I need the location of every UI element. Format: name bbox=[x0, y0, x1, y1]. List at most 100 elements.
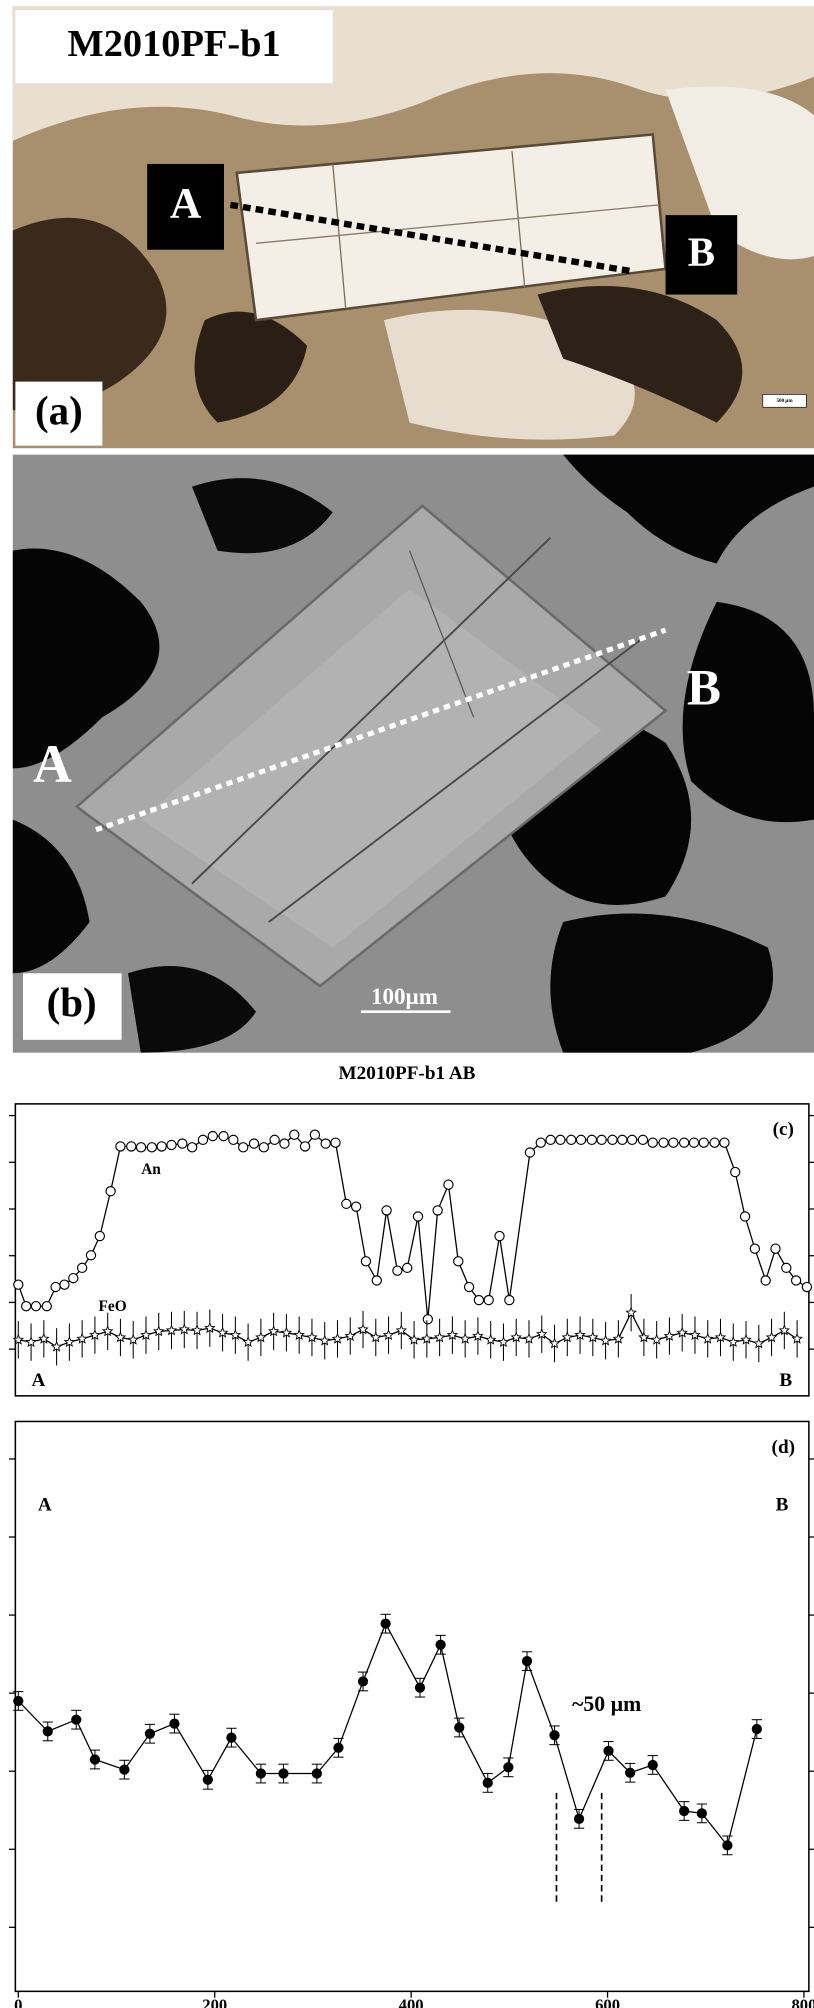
marker bbox=[535, 1137, 546, 1148]
marker bbox=[101, 1325, 114, 1337]
x-tick-label: 400 bbox=[399, 1996, 424, 2008]
marker bbox=[280, 1326, 293, 1338]
marker bbox=[371, 1275, 382, 1286]
marker bbox=[679, 1805, 690, 1817]
marker bbox=[714, 1331, 727, 1343]
marker bbox=[258, 1142, 270, 1153]
marker bbox=[626, 1134, 638, 1146]
marker bbox=[483, 1294, 494, 1306]
marker bbox=[279, 1138, 290, 1149]
marker bbox=[676, 1326, 688, 1338]
marker bbox=[42, 1726, 53, 1737]
marker bbox=[566, 1134, 577, 1146]
marker bbox=[299, 1141, 311, 1152]
marker bbox=[144, 1728, 156, 1739]
marker bbox=[523, 1332, 535, 1344]
marker bbox=[331, 1332, 344, 1344]
marker bbox=[94, 1230, 106, 1242]
marker bbox=[521, 1656, 533, 1667]
marker bbox=[586, 1134, 598, 1146]
marker bbox=[68, 1272, 79, 1284]
marker bbox=[617, 1134, 628, 1146]
marker bbox=[435, 1639, 446, 1650]
marker bbox=[216, 1326, 229, 1338]
marker bbox=[433, 1331, 446, 1343]
marker bbox=[749, 1243, 761, 1254]
marker bbox=[473, 1294, 485, 1306]
marker bbox=[146, 1142, 158, 1153]
marker bbox=[207, 1130, 218, 1142]
x-tick-label: 0 bbox=[14, 1996, 22, 2008]
marker bbox=[197, 1134, 209, 1146]
marker bbox=[115, 1141, 126, 1152]
marker bbox=[13, 1279, 24, 1290]
marker bbox=[71, 1714, 82, 1725]
marker bbox=[226, 1732, 237, 1743]
marker bbox=[698, 1137, 709, 1148]
marker bbox=[318, 1334, 331, 1346]
marker bbox=[289, 1129, 300, 1140]
marker bbox=[770, 1243, 781, 1254]
marker bbox=[536, 1328, 548, 1340]
marker bbox=[392, 1265, 403, 1276]
marker bbox=[650, 1333, 663, 1345]
marker bbox=[603, 1745, 614, 1757]
marker bbox=[668, 1137, 679, 1148]
marker bbox=[459, 1332, 471, 1344]
chart-title: M2010PF-b1 AB bbox=[339, 1063, 476, 1084]
marker bbox=[311, 1768, 322, 1779]
marker bbox=[89, 1329, 101, 1341]
annotation: ~50 µm bbox=[572, 1692, 641, 1716]
marker bbox=[688, 1137, 700, 1148]
x-tick-label: 800 bbox=[792, 1996, 814, 2008]
micrograph-a: M2010PF-b1 A B (a) 500 µm bbox=[12, 6, 814, 449]
marker bbox=[625, 1306, 637, 1318]
series-label: An bbox=[141, 1161, 161, 1178]
marker bbox=[140, 1329, 152, 1341]
marker bbox=[13, 1695, 24, 1707]
marker bbox=[575, 1134, 587, 1146]
micrograph-b: A B (b) 100µm bbox=[12, 454, 814, 1053]
marker bbox=[25, 1336, 37, 1348]
marker bbox=[443, 1179, 454, 1190]
marker bbox=[790, 1275, 802, 1286]
marker bbox=[778, 1324, 791, 1336]
marker bbox=[678, 1137, 690, 1148]
marker bbox=[607, 1134, 618, 1146]
marker bbox=[663, 1330, 676, 1341]
marker bbox=[59, 1279, 70, 1290]
marker bbox=[719, 1137, 730, 1148]
marker bbox=[647, 1137, 658, 1148]
marker bbox=[395, 1324, 408, 1336]
end-label: A bbox=[31, 1370, 45, 1391]
marker bbox=[638, 1331, 650, 1343]
marker bbox=[38, 1332, 50, 1344]
marker bbox=[730, 1166, 741, 1178]
sample-label: M2010PF-b1 bbox=[67, 23, 280, 65]
marker bbox=[344, 1330, 356, 1341]
marker bbox=[267, 1325, 280, 1337]
marker bbox=[228, 1134, 239, 1146]
marker bbox=[30, 1300, 42, 1312]
marker bbox=[446, 1329, 459, 1341]
marker bbox=[41, 1300, 52, 1312]
marker bbox=[421, 1332, 433, 1344]
marker bbox=[333, 1742, 344, 1753]
marker bbox=[751, 1723, 762, 1735]
point-label: A bbox=[33, 734, 72, 794]
point-label: B bbox=[688, 229, 715, 275]
marker bbox=[740, 1333, 752, 1345]
marker bbox=[587, 1331, 599, 1343]
marker bbox=[574, 1329, 586, 1341]
marker bbox=[637, 1134, 649, 1146]
marker bbox=[293, 1329, 305, 1341]
marker bbox=[647, 1759, 658, 1771]
marker bbox=[432, 1205, 443, 1216]
marker bbox=[765, 1331, 778, 1343]
marker bbox=[238, 1142, 249, 1153]
marker bbox=[114, 1331, 127, 1343]
marker bbox=[739, 1211, 751, 1222]
marker bbox=[119, 1764, 130, 1775]
marker bbox=[573, 1813, 585, 1824]
marker bbox=[658, 1137, 669, 1148]
